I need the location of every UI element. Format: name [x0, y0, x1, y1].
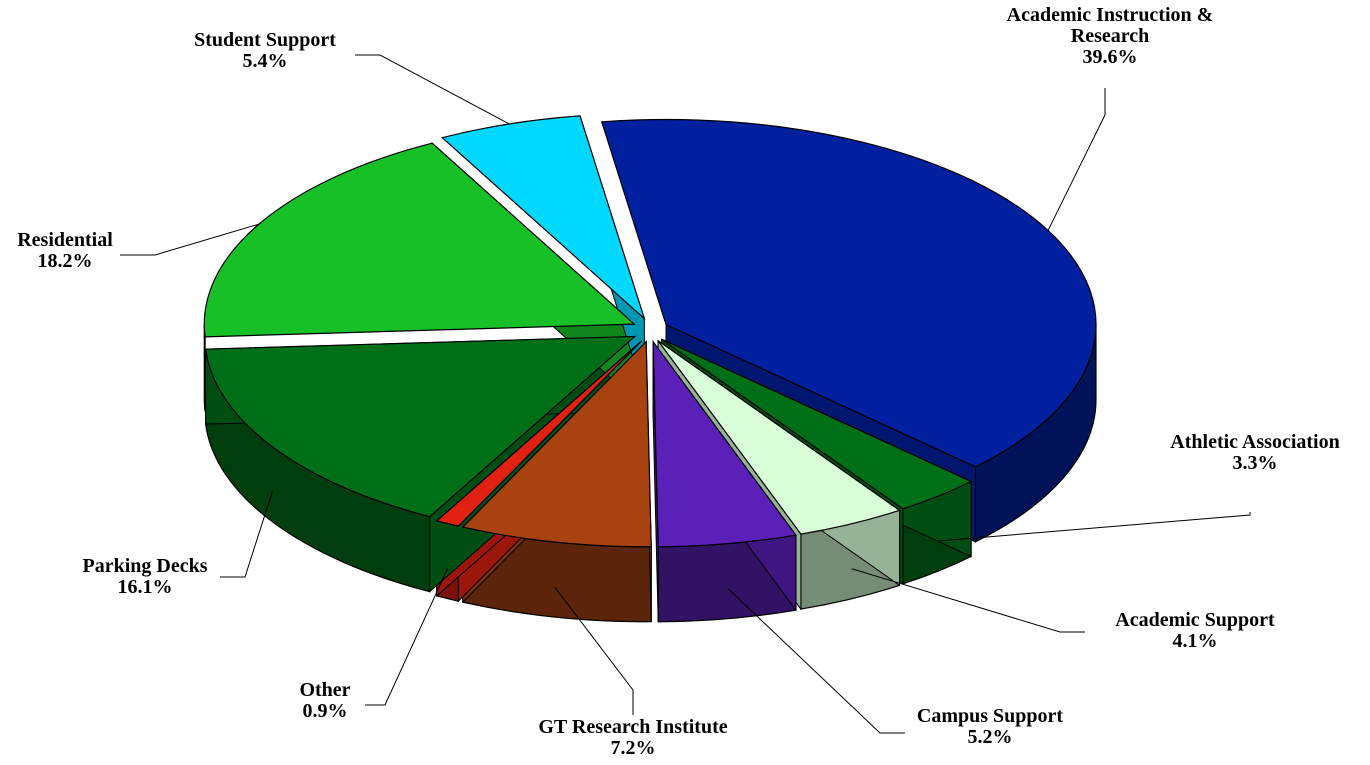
- slice-label: Other 0.9%: [299, 680, 350, 722]
- category-label: Academic Support: [1115, 609, 1275, 631]
- value-label: 7.2%: [610, 737, 656, 759]
- slice-label: Athletic Association 3.3%: [1170, 432, 1339, 474]
- leader-line: [851, 568, 1085, 633]
- slice-label: GT Research Institute 7.2%: [538, 717, 727, 759]
- slice: [441, 115, 646, 321]
- category-label: Other: [299, 679, 351, 701]
- leader-line: [938, 512, 1251, 542]
- slice-label: Student Support 5.4%: [194, 30, 336, 72]
- category-label: Residential: [17, 229, 113, 251]
- leader-line: [554, 586, 634, 715]
- leader-line: [1047, 88, 1106, 231]
- category-label: Parking Decks: [82, 555, 208, 577]
- value-label: 0.9%: [302, 700, 348, 722]
- leader-line: [220, 491, 273, 578]
- slice: [652, 339, 797, 548]
- slice: [661, 338, 973, 510]
- slice-label: Parking Decks 16.1%: [83, 556, 208, 598]
- value-label: 3.3%: [1232, 452, 1278, 474]
- slice: [461, 340, 652, 548]
- leader-line: [355, 54, 510, 125]
- value-label: 4.1%: [1172, 630, 1218, 652]
- value-label: 5.2%: [967, 726, 1013, 748]
- slice: [657, 340, 901, 535]
- slice: [203, 142, 636, 338]
- leader-line: [120, 223, 260, 256]
- slice: [435, 340, 643, 527]
- value-label: 18.2%: [37, 250, 93, 272]
- value-label: 16.1%: [117, 576, 173, 598]
- category-label: GT Research Institute: [538, 716, 728, 738]
- value-label: 5.4%: [242, 50, 288, 72]
- leader-line: [365, 568, 449, 706]
- value-label: 39.6%: [1082, 46, 1138, 68]
- leader-line: [727, 588, 905, 734]
- category-label: Campus Support: [916, 705, 1064, 727]
- category-label: Athletic Association: [1170, 431, 1340, 453]
- category-label: Student Support: [194, 29, 336, 51]
- slice-label: Residential 18.2%: [17, 230, 113, 272]
- slice-label: Academic Support 4.1%: [1115, 610, 1274, 652]
- slice-label: Campus Support 5.2%: [917, 706, 1063, 748]
- category-label: Academic Instruction & Research: [1006, 4, 1214, 47]
- slice: [204, 335, 637, 518]
- slice-label: Academic Instruction & Research 39.6%: [980, 5, 1240, 68]
